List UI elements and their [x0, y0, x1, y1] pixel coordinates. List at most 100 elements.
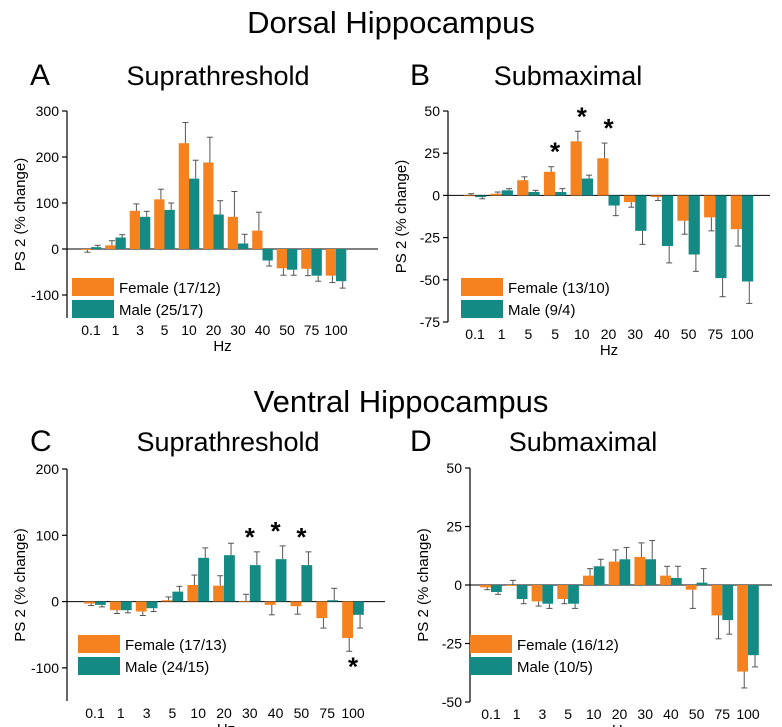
female-bar: [187, 585, 199, 602]
x-tick-label: 50: [294, 705, 310, 721]
y-tick-label: 200: [36, 149, 60, 165]
male-bar: [353, 601, 364, 615]
x-tick-label: 20: [206, 322, 222, 338]
male-bar: [140, 216, 151, 249]
female-bar: [711, 585, 723, 616]
x-tick-label: 10: [586, 706, 602, 722]
female-bar: [505, 585, 517, 586]
female-bar: [264, 601, 276, 605]
x-tick-label: 40: [255, 322, 271, 338]
male-bar: [491, 585, 502, 593]
male-legend-label: Male (9/4): [508, 302, 576, 319]
panel-c-title: Suprathreshold: [136, 427, 319, 457]
x-tick-label: 30: [242, 705, 258, 721]
female-bar: [290, 601, 302, 607]
male-bar: [95, 601, 106, 605]
significance-star: *: [577, 101, 588, 131]
panel-a-letter: A: [30, 59, 50, 92]
y-tick-label: 25: [446, 519, 462, 535]
female-bar: [480, 585, 491, 588]
x-tick-label: 5: [564, 706, 572, 722]
female-bar: [316, 601, 328, 619]
panel-b-letter: B: [410, 59, 430, 92]
x-axis-label: Hz: [612, 722, 630, 727]
ventral-section-title: Ventral Hippocampus: [254, 384, 549, 419]
x-axis-label: Hz: [213, 338, 231, 355]
female-bar: [203, 162, 214, 249]
female-bar: [238, 600, 250, 602]
y-tick-label: 25: [424, 145, 440, 161]
y-tick-label: -100: [31, 287, 59, 303]
x-axis-label: Hz: [217, 721, 235, 727]
panel-d-letter: D: [410, 425, 432, 458]
y-tick-label: -50: [442, 694, 462, 710]
female-bar: [213, 585, 224, 602]
male-legend-swatch: [78, 657, 120, 675]
male-bar: [645, 559, 656, 585]
female-bar: [704, 195, 716, 218]
male-legend-swatch: [470, 657, 512, 675]
x-tick-label: 30: [230, 322, 246, 338]
female-bar: [650, 195, 662, 198]
x-tick-label: 0.1: [481, 706, 501, 722]
x-tick-label: 75: [715, 706, 731, 722]
x-tick-label: 100: [341, 705, 365, 721]
female-bar: [342, 601, 353, 639]
female-bar: [154, 199, 165, 249]
male-bar: [238, 243, 249, 249]
y-tick-label: -25: [442, 636, 462, 652]
male-bar: [327, 600, 339, 602]
female-bar: [252, 230, 263, 249]
significance-star: *: [271, 516, 282, 546]
y-tick-label: -100: [31, 660, 59, 676]
x-tick-label: 75: [319, 705, 335, 721]
y-tick-label: 100: [36, 195, 60, 211]
female-bar: [608, 561, 620, 585]
female-bar: [730, 195, 742, 230]
y-tick-label: 200: [36, 461, 60, 477]
female-bar: [597, 158, 609, 196]
female-bar: [583, 575, 594, 585]
female-bar: [109, 601, 121, 611]
male-bar: [115, 237, 126, 249]
panel-a-plot: -100 0 100 200 300 PS 2 (% change) 0.1 1 3 5 10 20 3…: [12, 103, 378, 355]
x-axis-label: Hz: [600, 342, 618, 359]
significance-star: *: [603, 113, 614, 143]
male-bar: [249, 565, 261, 602]
y-tick-label: 0: [51, 241, 59, 257]
panel-d-title: Submaximal: [509, 427, 658, 457]
male-bar: [91, 247, 102, 249]
male-bar: [542, 585, 554, 604]
female-bar: [301, 249, 312, 269]
y-tick-label: 50: [424, 103, 440, 119]
x-tick-label: 20: [612, 706, 628, 722]
female-legend-label: Female (16/12): [517, 637, 619, 654]
x-tick-label: 50: [279, 322, 295, 338]
male-legend-label: Male (10/5): [517, 659, 593, 676]
x-tick-label: 20: [216, 705, 232, 721]
x-tick-label: 1: [513, 706, 521, 722]
female-bar: [634, 556, 646, 585]
x-tick-label: 100: [736, 706, 760, 722]
male-bar: [722, 585, 734, 621]
panel-b-plot: -75 -50 -25 0 25 50 PS 2 (% change) 0.1 1 5 5 * 10 * 2…: [393, 101, 770, 359]
female-legend-label: Female (17/12): [119, 280, 221, 297]
male-bar: [198, 557, 210, 602]
female-legend-label: Female (13/10): [508, 280, 610, 297]
male-bar: [146, 601, 158, 609]
male-bar: [262, 249, 273, 261]
significance-star: *: [296, 522, 307, 552]
x-tick-label: 40: [654, 326, 670, 342]
x-tick-label: 75: [708, 326, 724, 342]
x-tick-label: 3: [136, 322, 144, 338]
y-tick-label: 300: [36, 103, 60, 119]
male-bar: [275, 559, 287, 602]
female-bar: [325, 249, 336, 276]
female-bar: [677, 195, 689, 221]
male-bar: [688, 195, 700, 255]
panel-a: A Suprathreshold -100 0 100 200 300 PS 2 (% c…: [12, 59, 378, 355]
x-tick-label: 10: [181, 322, 197, 338]
male-bar: [608, 195, 620, 206]
x-tick-label: 1: [117, 705, 125, 721]
male-bar: [619, 559, 631, 585]
